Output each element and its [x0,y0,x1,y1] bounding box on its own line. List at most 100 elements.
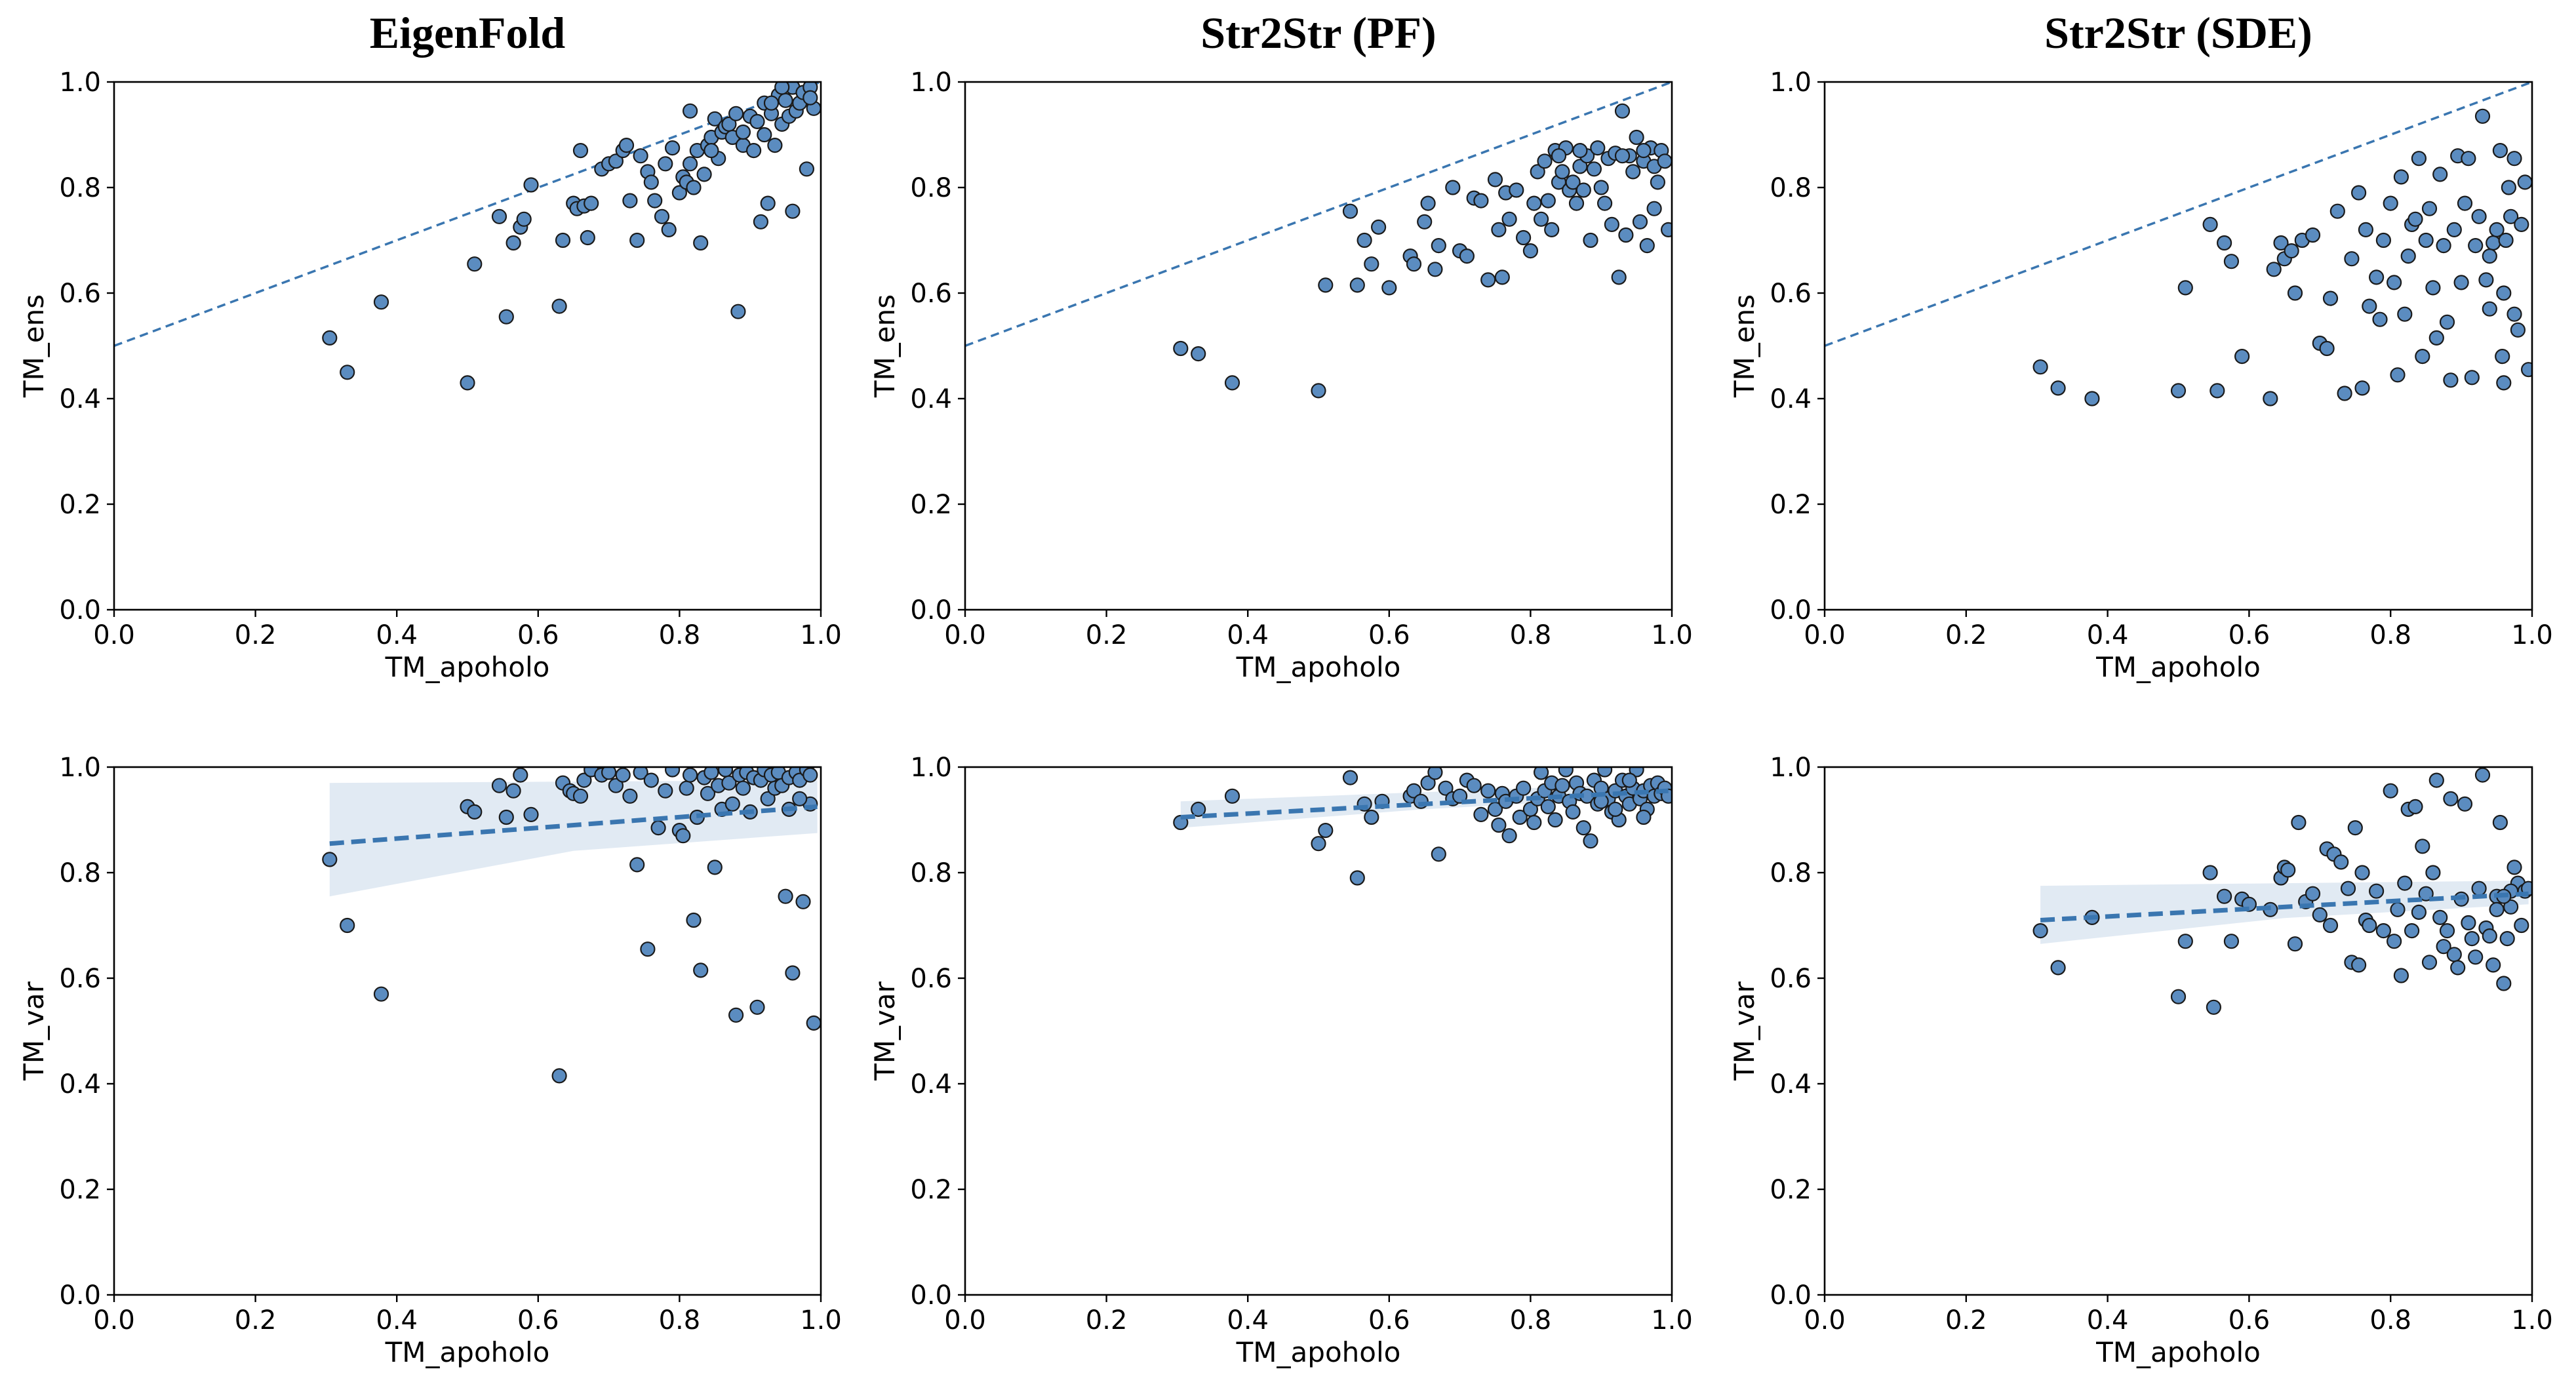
data-point [2492,814,2508,831]
data-point [505,235,521,251]
data-point [675,828,691,844]
data-point [1604,216,1619,232]
data-point [1191,346,1206,362]
data-point [2411,151,2427,167]
data-point [523,806,539,823]
x-tick-label: 0.8 [2369,1305,2411,1336]
data-point [654,208,670,224]
y-axis-label: TM_var [869,981,901,1080]
x-axis-label: TM_apoholo [1236,651,1401,683]
data-point [1572,159,1588,174]
data-point [551,298,567,314]
y-tick-label: 0.0 [1770,595,1812,625]
axes-frame [113,81,822,611]
data-point [707,860,723,875]
data-point [1636,143,1652,159]
data-point [767,138,783,153]
data-point [2383,783,2398,799]
data-point [551,1068,567,1084]
x-tick-label: 1.0 [1651,620,1693,650]
data-point [1501,828,1517,844]
y-tick-label: 0.8 [59,173,101,203]
data-point [2499,930,2515,947]
data-point [753,214,769,229]
data-point [622,193,638,208]
y-tick-label: 0.8 [910,858,952,888]
data-point [2482,248,2497,264]
x-tick-label: 1.0 [1651,1305,1693,1336]
data-point [2468,949,2484,965]
data-point [2177,280,2193,296]
data-point [2496,976,2512,991]
data-point [629,232,645,248]
data-point [693,235,709,251]
data-point [735,124,751,140]
data-point [721,775,737,791]
data-point [696,167,712,182]
y-tick-label: 1.0 [910,753,952,783]
data-point [2217,235,2232,251]
panel-str2str-pf-ens: 0.0 0.2 0.4 0.6 0.8 1.0 0.0 0.2 0.4 0.6 0.8 1.0 TM_a… [869,8,1693,683]
data-point [1646,201,1662,216]
data-point [1491,817,1507,833]
data-point [1629,129,1644,146]
y-axis-label: TM_ens [869,294,901,398]
data-point [2453,275,2469,290]
data-point [2050,380,2066,396]
data-point [1406,783,1422,799]
data-point [2280,862,2296,878]
data-point [1311,836,1326,852]
y-tick-label: 0.0 [910,1280,952,1311]
data-point [1509,182,1524,198]
data-point [2489,901,2505,917]
data-point [785,203,801,219]
y-tick-label: 0.6 [910,279,952,309]
y-tick-label: 0.6 [59,279,101,309]
y-tick-label: 0.2 [59,490,101,520]
data-point [2461,151,2476,167]
reference-line [965,82,1672,347]
data-point [322,852,338,867]
data-point [1224,375,1240,391]
data-point [2514,917,2529,934]
data-point [1586,161,1602,177]
y-tick-label: 0.4 [59,384,101,414]
y-tick-label: 0.6 [59,964,101,994]
data-point [2351,185,2367,201]
data-point [658,783,673,799]
data-point [2223,254,2239,269]
data-point [2436,939,2451,955]
data-point [572,788,589,804]
confidence-band [2040,881,2529,944]
y-tick-label: 0.6 [910,964,952,994]
data-point [1364,256,1379,272]
data-point [572,143,589,159]
data-point [2206,999,2221,1015]
data-point [1487,172,1503,188]
data-point [2393,169,2409,185]
data-point [373,294,389,310]
data-point [2287,936,2303,952]
data-point [1311,383,1326,399]
data-point [2510,322,2526,338]
data-point [1555,778,1570,793]
data-point [735,780,751,796]
data-point [1406,256,1422,272]
data-point [2372,311,2388,327]
y-tick-label: 0.8 [910,173,952,203]
data-point [2354,865,2370,881]
data-point [1625,164,1641,180]
x-axis-label: TM_apoholo [385,651,550,683]
data-point [2439,922,2455,939]
y-tick-label: 0.2 [910,490,952,520]
data-point [498,809,514,825]
x-tick-label: 0.8 [659,620,701,650]
confidence-band [329,780,818,897]
data-point [1381,280,1397,296]
data-point [2498,232,2514,248]
data-point [763,95,780,111]
data-point [491,778,507,793]
data-point [2358,222,2373,237]
x-tick-label: 0.4 [2087,1305,2129,1336]
